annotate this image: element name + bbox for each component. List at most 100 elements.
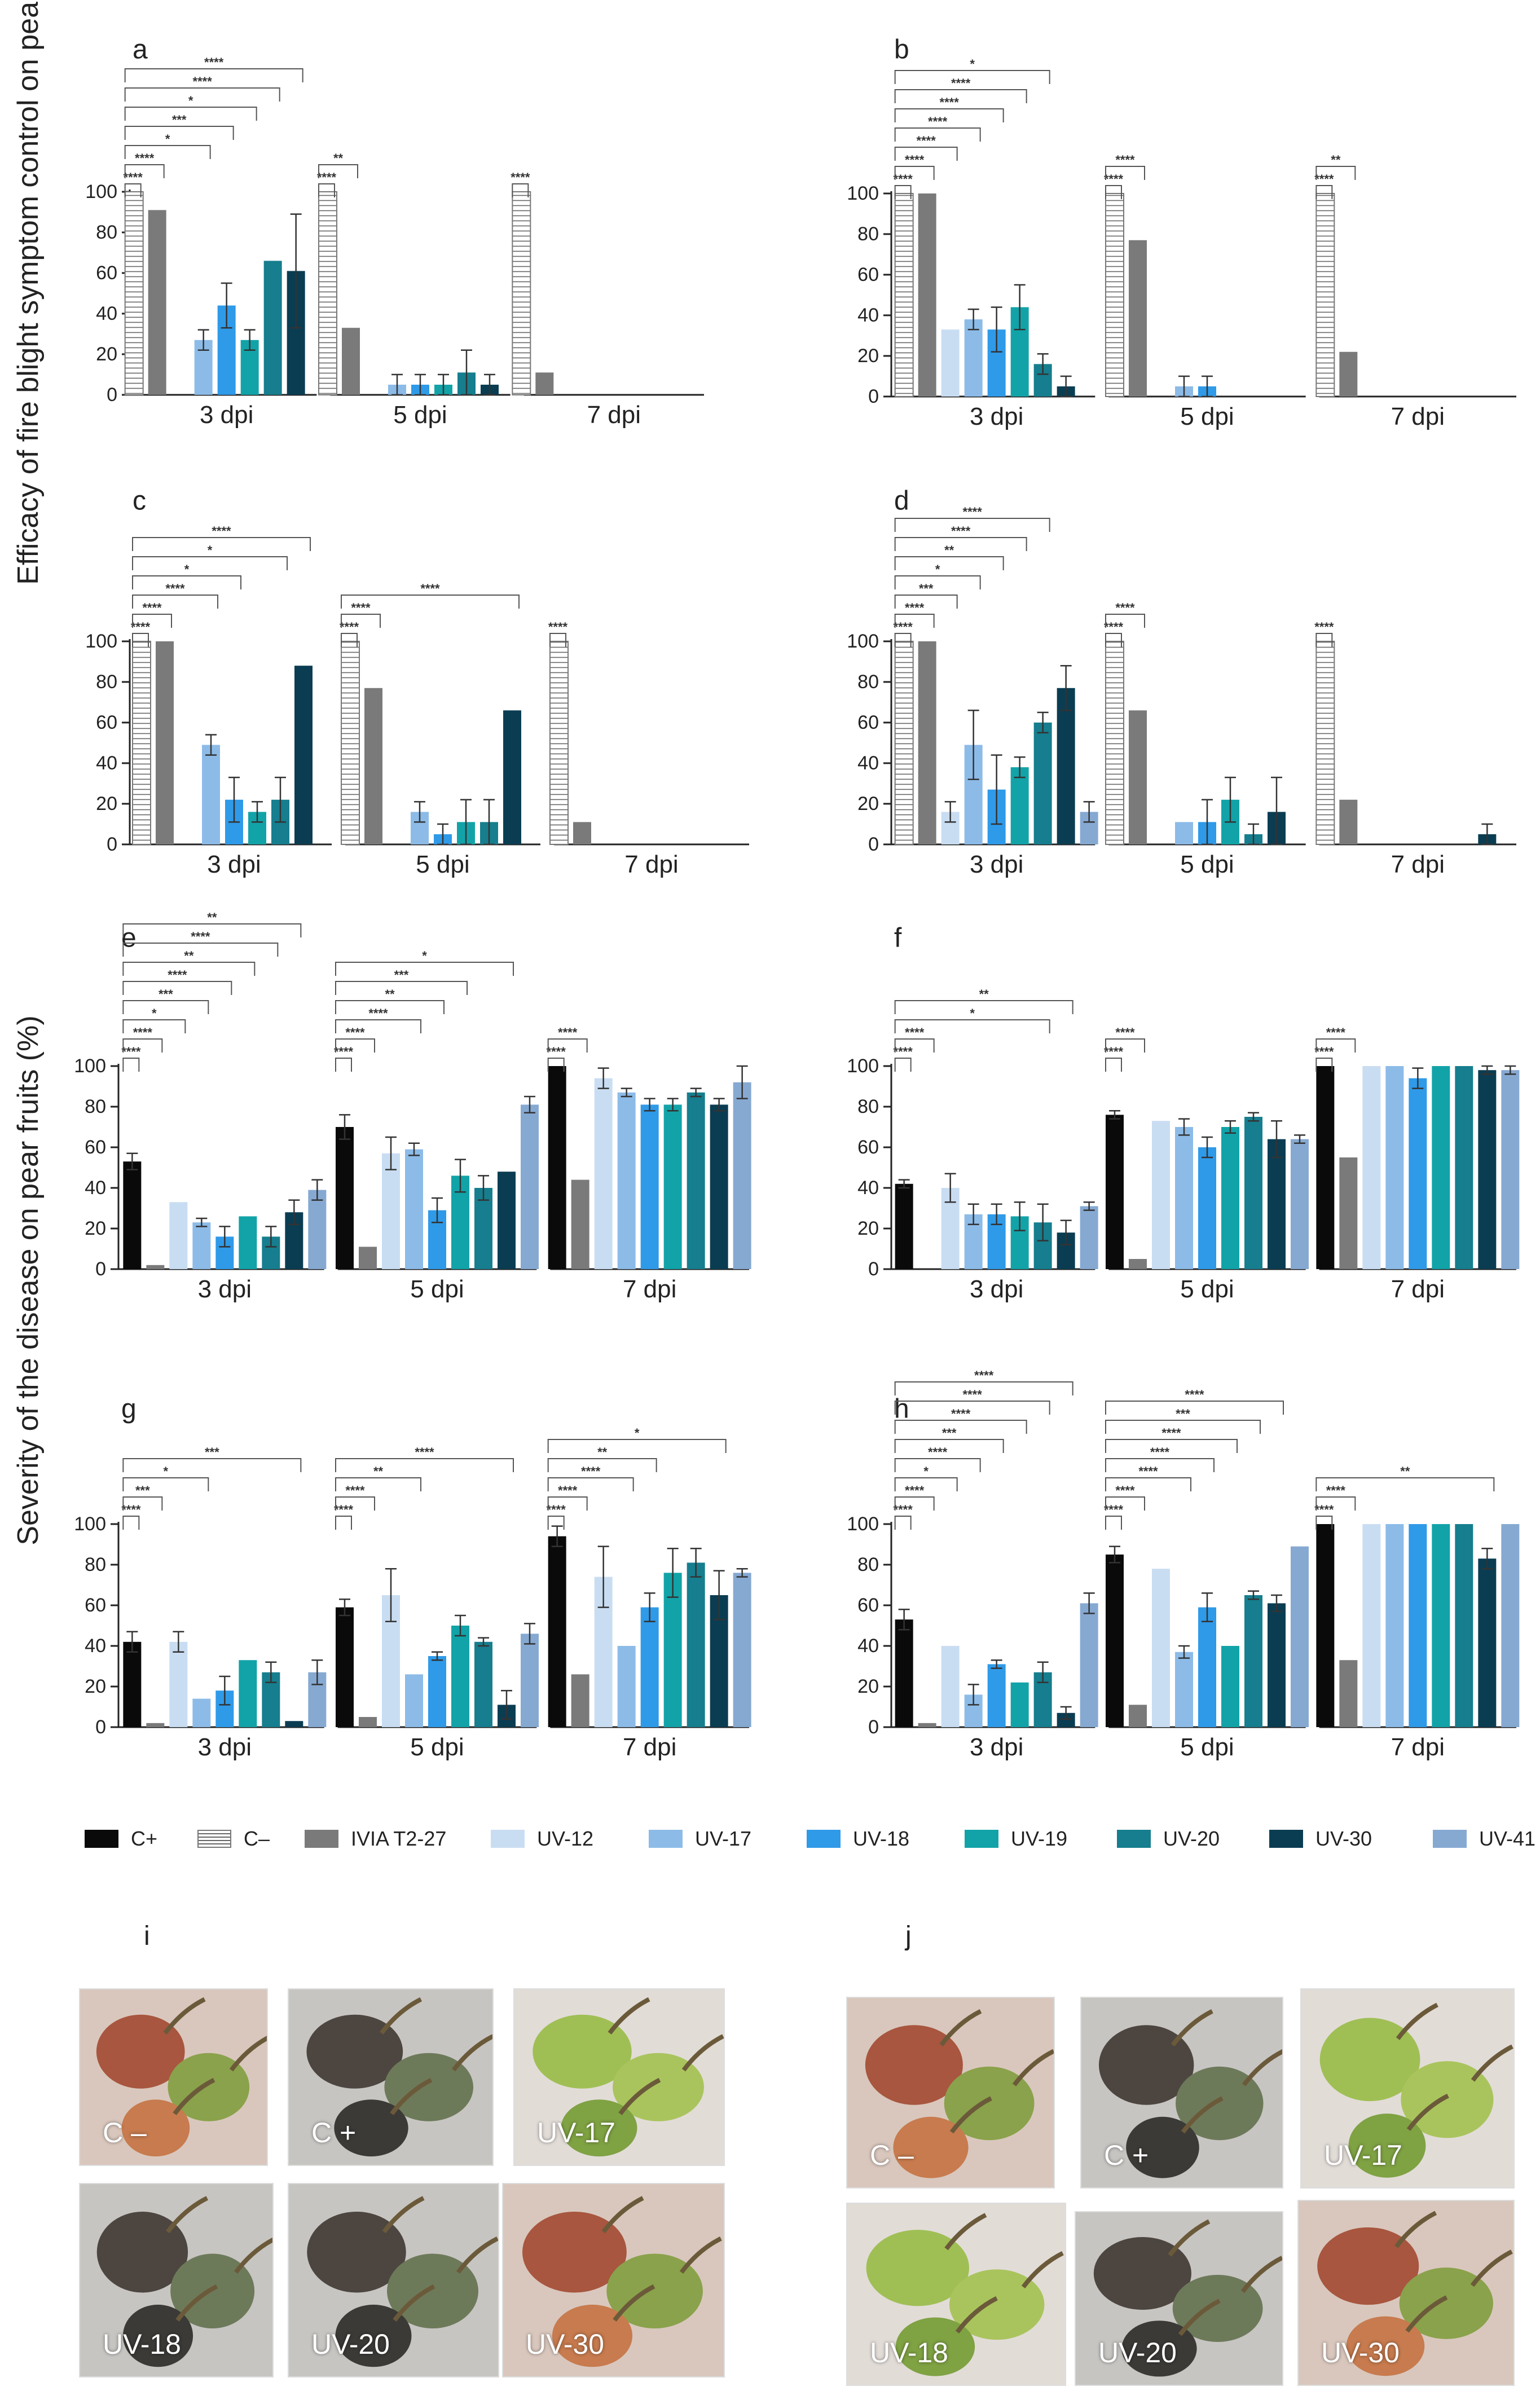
x-tick-label: 7 dpi xyxy=(623,1733,676,1761)
y-tick-label: 100 xyxy=(847,1055,879,1077)
bar-uv20 xyxy=(687,1092,705,1269)
bar-uv17 xyxy=(405,1674,423,1727)
y-tick-label: 40 xyxy=(85,1635,106,1657)
significance-label: **** xyxy=(415,1445,434,1459)
bar-uv12 xyxy=(941,329,960,397)
significance-label: **** xyxy=(1115,153,1135,167)
y-tick-label: 20 xyxy=(96,793,117,814)
x-tick-label: 7 dpi xyxy=(624,851,678,878)
significance-label: **** xyxy=(1161,1426,1181,1440)
significance-label: **** xyxy=(905,153,925,167)
bar-c- xyxy=(124,191,144,395)
y-tick-label: 40 xyxy=(857,1635,879,1657)
bar-uv18 xyxy=(640,1104,659,1269)
y-tick-label: 0 xyxy=(868,834,879,855)
bar-ivia xyxy=(918,641,936,844)
bar-ivia xyxy=(571,1179,589,1269)
y-tick-label: 40 xyxy=(96,752,117,774)
bar-uv20 xyxy=(1244,1117,1262,1269)
significance-label: **** xyxy=(345,1483,365,1498)
bar-uv30 xyxy=(503,710,521,844)
significance-label: **** xyxy=(121,1045,141,1059)
significance-label: **** xyxy=(1115,1025,1135,1040)
bar-uv18 xyxy=(1198,1607,1216,1727)
panel-label-h: h xyxy=(894,1394,909,1424)
y-tick-label: 40 xyxy=(857,752,879,774)
bar-ivia xyxy=(1339,351,1358,397)
significance-bracket xyxy=(1315,185,1333,199)
significance-bracket xyxy=(547,1516,565,1530)
significance-label: * xyxy=(152,1006,157,1020)
bar-uv17 xyxy=(405,1149,423,1269)
significance-bracket xyxy=(132,595,218,609)
significance-bracket xyxy=(894,147,958,161)
y-tick-label: 20 xyxy=(857,793,879,814)
significance-label: **** xyxy=(581,1464,601,1478)
x-tick-label: 5 dpi xyxy=(410,1275,464,1303)
significance-label: **** xyxy=(894,1503,913,1517)
y-tick-label: 80 xyxy=(85,1096,106,1117)
x-tick-label: 7 dpi xyxy=(1391,851,1445,878)
significance-label: **** xyxy=(1104,172,1124,186)
panel-label-i: i xyxy=(144,1921,150,1951)
x-tick-label: 3 dpi xyxy=(970,403,1023,430)
significance-bracket xyxy=(894,1058,912,1072)
pear-fruits-image xyxy=(1319,2002,1513,2178)
significance-bracket xyxy=(341,595,520,609)
bar-ivia xyxy=(1339,1157,1358,1269)
bar-uv30 xyxy=(498,1172,516,1269)
bar-uv30 xyxy=(285,1721,303,1727)
x-tick-label: 3 dpi xyxy=(970,1733,1023,1761)
bar-uv41 xyxy=(1501,1524,1520,1727)
bar-uv41 xyxy=(1291,1546,1309,1727)
legend-swatch xyxy=(807,1830,841,1848)
pear-fruits-image xyxy=(96,1997,267,2157)
significance-bracket xyxy=(122,1458,302,1472)
bar-ivia xyxy=(1129,1259,1147,1269)
significance-label: **** xyxy=(963,1388,983,1402)
bar-uv17 xyxy=(192,1698,211,1727)
legend-label: C– xyxy=(244,1827,270,1850)
photo-label: UV-20 xyxy=(1098,2337,1177,2368)
significance-bracket xyxy=(894,1458,981,1472)
significance-bracket xyxy=(894,1401,1050,1415)
x-tick-label: 7 dpi xyxy=(623,1275,676,1303)
significance-bracket xyxy=(894,1439,1004,1453)
y-tick-label: 100 xyxy=(847,183,879,204)
significance-label: **** xyxy=(334,1045,354,1059)
x-tick-label: 3 dpi xyxy=(198,1733,252,1761)
significance-bracket xyxy=(1315,1516,1333,1530)
significance-label: ** xyxy=(207,910,217,924)
significance-label: **** xyxy=(340,620,359,634)
photo-label: UV-17 xyxy=(1324,2139,1402,2171)
bar-uv12 xyxy=(1152,1569,1170,1727)
significance-label: **** xyxy=(905,1025,925,1040)
significance-bracket xyxy=(547,1058,565,1072)
significance-label: ** xyxy=(385,987,395,1001)
bar-c+ xyxy=(123,1161,142,1269)
x-tick-label: 7 dpi xyxy=(587,401,641,429)
photo-label: UV-30 xyxy=(1321,2337,1400,2368)
bar-uv20 xyxy=(1455,1066,1473,1269)
bar-uv18 xyxy=(1198,1147,1216,1269)
photo-i-4: UV-20 xyxy=(288,2183,499,2377)
significance-bracket xyxy=(318,183,335,197)
significance-bracket xyxy=(894,1000,1073,1014)
y-tick-label: 80 xyxy=(857,1554,879,1575)
y-tick-label: 40 xyxy=(96,303,117,324)
significance-label: ** xyxy=(373,1464,384,1478)
pear-fruits-image xyxy=(1317,2211,1513,2376)
significance-bracket xyxy=(122,1058,140,1072)
significance-label: **** xyxy=(1326,1025,1346,1040)
y-tick-label: 20 xyxy=(857,1218,879,1239)
bar-c+ xyxy=(1106,1555,1124,1727)
bar-uv20 xyxy=(1033,723,1052,844)
bar-c- xyxy=(549,641,569,845)
significance-bracket xyxy=(124,183,142,197)
legend-swatch xyxy=(305,1830,338,1848)
bar-ivia xyxy=(571,1674,589,1727)
